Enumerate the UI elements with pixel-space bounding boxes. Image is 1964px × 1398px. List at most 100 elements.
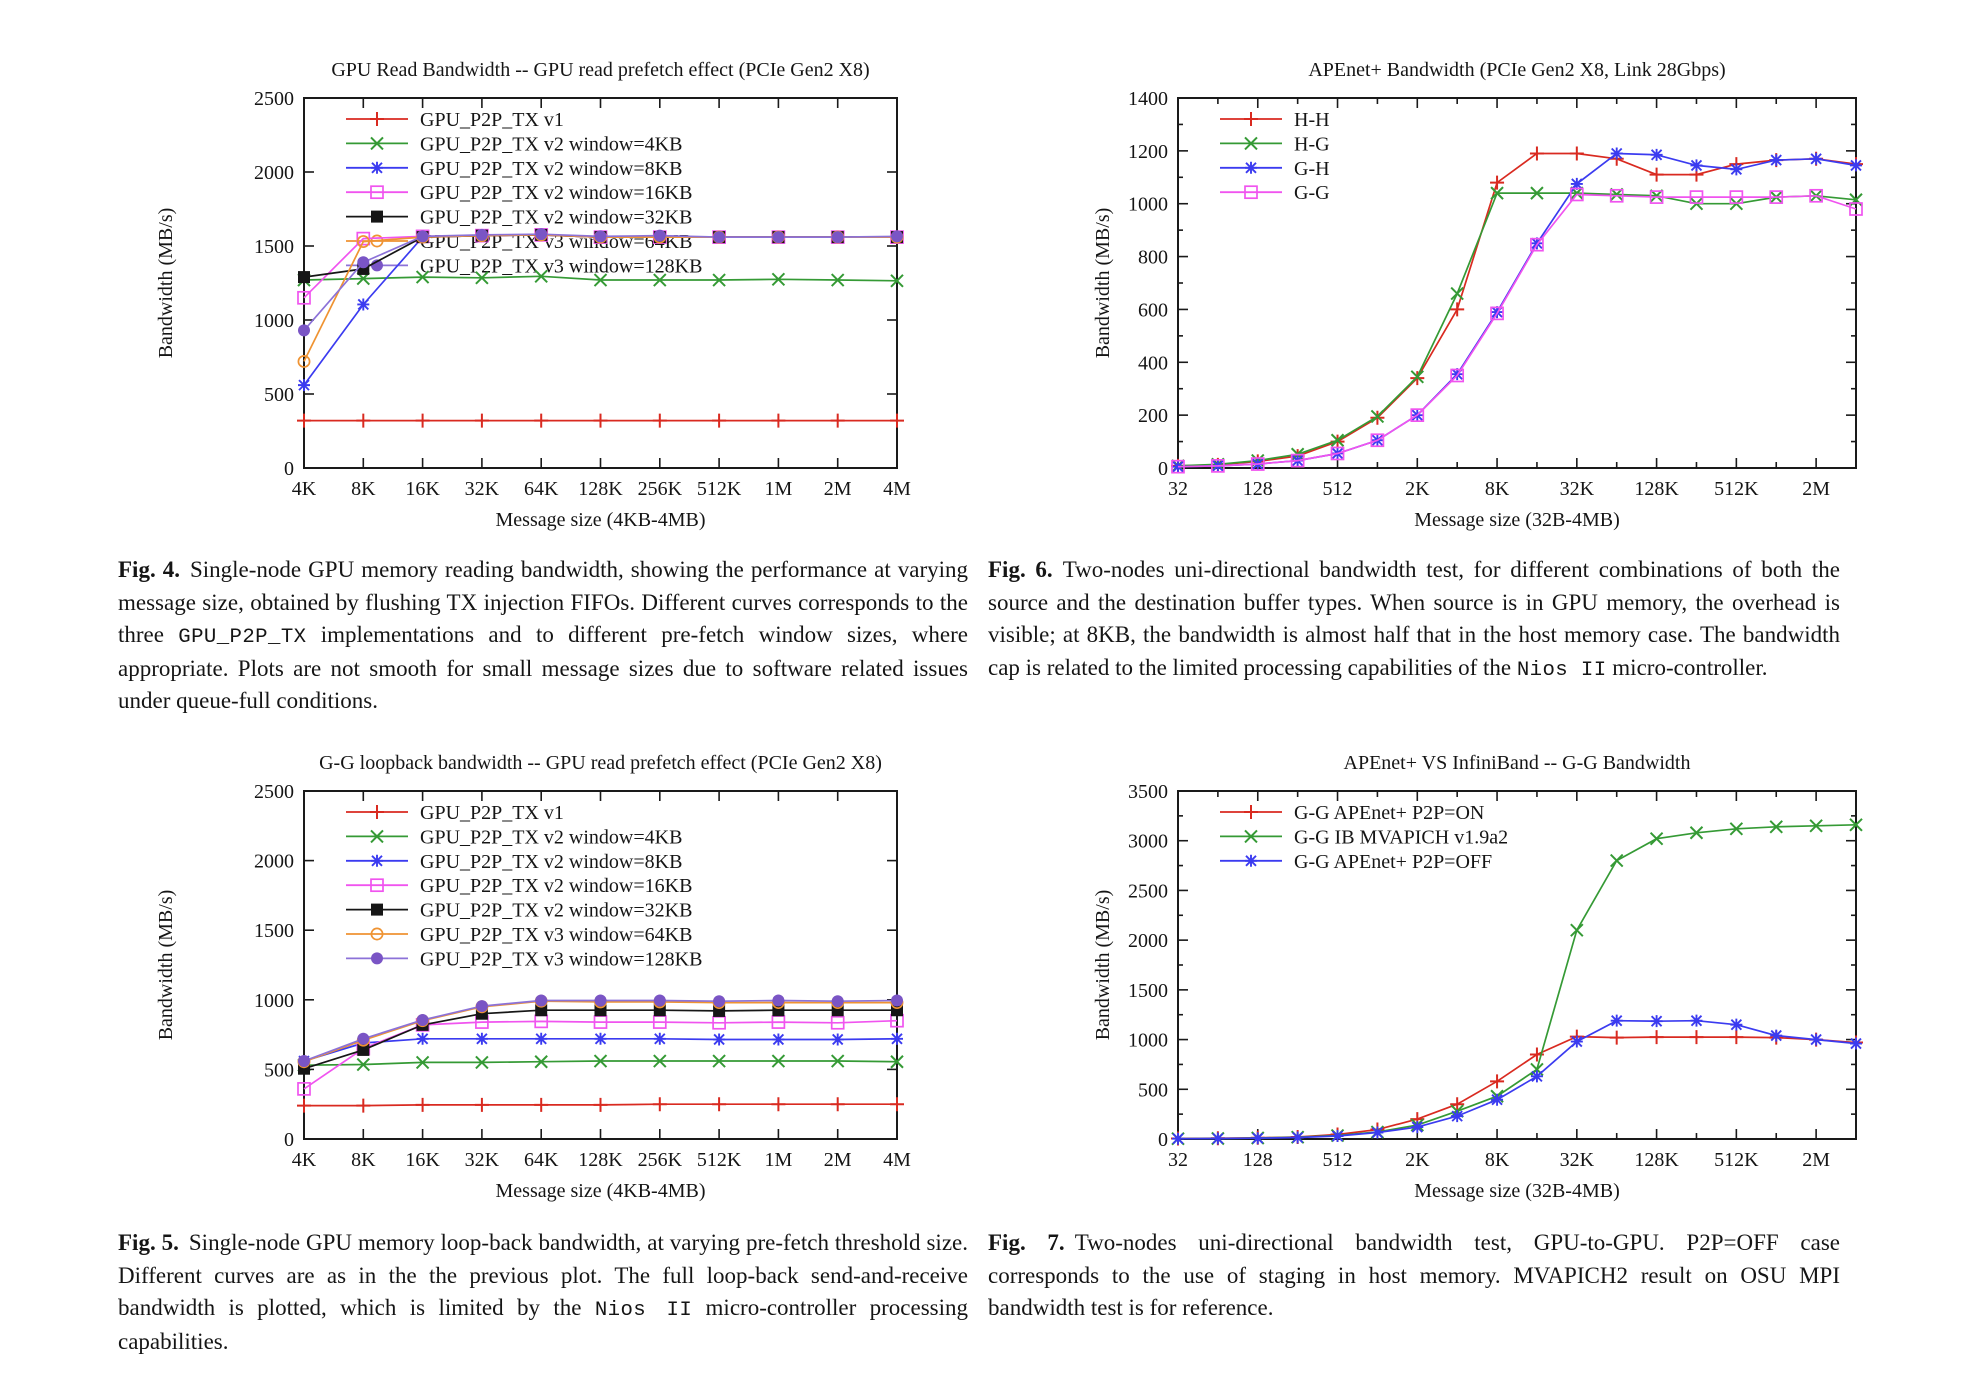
x-tick-label: 128K xyxy=(1634,478,1679,500)
axis-labels: 0 500 1000 1500 2000 2500 4K 8K 16K 32K 64K 128K 256… xyxy=(155,88,911,531)
chart-title: GPU Read Bandwidth -- GPU read prefetch … xyxy=(331,59,869,81)
x-tick-label: 512K xyxy=(697,478,742,500)
y-tick-label: 600 xyxy=(1138,299,1168,321)
x-tick-label: 128 xyxy=(1243,1149,1273,1171)
x-tick-label: 32 xyxy=(1168,478,1188,500)
y-tick-label: 400 xyxy=(1138,352,1168,374)
axis-labels: 0 200 400 600 800 1000 1200 1400 32 128 512 2K 8K 32K… xyxy=(1092,88,1830,531)
fig4-chart: GPU Read Bandwidth -- GPU read prefetch … xyxy=(155,59,911,531)
x-tick-label: 2M xyxy=(1802,478,1830,500)
caption-code: GPU_P2P_TX xyxy=(178,626,307,650)
x-axis-label: Message size (4KB-4MB) xyxy=(496,509,706,531)
x-tick-label: 512 xyxy=(1323,478,1353,500)
series-gpu-p2p-tx-v2-window-4kb xyxy=(297,1054,904,1072)
caption-code: Nios II xyxy=(594,1299,693,1323)
y-axis-label: Bandwidth (MB/s) xyxy=(155,890,177,1041)
y-axis-label: Bandwidth (MB/s) xyxy=(1092,208,1114,359)
plot-border xyxy=(1177,97,1857,469)
x-axis-label: Message size (32B-4MB) xyxy=(1414,1180,1620,1202)
axis-ticks xyxy=(1177,790,1857,1140)
x-tick-label: 512K xyxy=(1714,478,1759,500)
y-tick-label: 1500 xyxy=(254,920,294,942)
y-tick-label: 2000 xyxy=(254,162,294,184)
series-gpu-p2p-tx-v3-window-128kb xyxy=(298,228,903,337)
series-h-h xyxy=(1171,146,1863,473)
x-tick-label: 32K xyxy=(1560,1149,1595,1171)
x-tick-label: 512K xyxy=(1714,1149,1759,1171)
x-tick-label: 64K xyxy=(524,478,559,500)
series-gpu-p2p-tx-v2-window-8kb xyxy=(298,228,903,392)
y-tick-label: 1400 xyxy=(1128,88,1168,110)
legend-label: GPU_P2P_TX v2 window=16KB xyxy=(420,875,692,897)
caption-code: Nios II xyxy=(1516,658,1607,682)
y-tick-label: 2500 xyxy=(254,88,294,110)
x-tick-label: 8K xyxy=(1485,478,1510,500)
y-tick-label: 3000 xyxy=(1128,831,1168,853)
x-tick-label: 128K xyxy=(578,1149,623,1171)
y-tick-label: 500 xyxy=(264,1059,294,1081)
plot-border xyxy=(1177,790,1857,1140)
x-tick-label: 2K xyxy=(1405,1149,1430,1171)
y-axis-label: Bandwidth (MB/s) xyxy=(1092,890,1114,1041)
axis-labels: 0 500 1000 1500 2000 2500 4K 8K 16K 32K 64K 128K 256… xyxy=(155,781,911,1202)
y-tick-label: 3500 xyxy=(1128,781,1168,803)
y-tick-label: 1000 xyxy=(1128,194,1168,216)
legend-label: GPU_P2P_TX v2 window=16KB xyxy=(420,182,692,204)
fig7-caption: Fig. 7. Two-nodes uni-directional bandwid… xyxy=(988,1227,1840,1325)
x-tick-label: 2M xyxy=(1802,1149,1830,1171)
x-tick-label: 16K xyxy=(405,478,440,500)
caption-text: Two-nodes uni-directional bandwidth test… xyxy=(988,1230,1840,1321)
legend-label: G-G APEnet+ P2P=ON xyxy=(1294,802,1484,824)
legend: H-HH-G G-HG-G xyxy=(1220,109,1330,204)
legend-label: GPU_P2P_TX v3 window=128KB xyxy=(420,948,702,970)
y-tick-label: 2000 xyxy=(254,851,294,873)
y-axis-label: Bandwidth (MB/s) xyxy=(155,208,177,359)
x-tick-label: 32K xyxy=(465,478,500,500)
x-tick-label: 512 xyxy=(1323,1149,1353,1171)
caption-text: Two-nodes uni-directional bandwidth test… xyxy=(988,557,1840,680)
legend-label: GPU_P2P_TX v3 window=128KB xyxy=(420,255,702,277)
x-tick-label: 16K xyxy=(405,1149,440,1171)
x-tick-label: 1M xyxy=(765,1149,793,1171)
figure-6: APEnet+ Bandwidth (PCIe Gen2 X8, Link 28… xyxy=(988,28,1863,685)
legend-label: GPU_P2P_TX v3 window=64KB xyxy=(420,924,692,946)
series-gpu-p2p-tx-v2-window-16kb xyxy=(297,1013,904,1096)
y-tick-label: 500 xyxy=(264,384,294,406)
y-tick-label: 1500 xyxy=(1128,980,1168,1002)
y-tick-label: 1000 xyxy=(254,990,294,1012)
y-tick-label: 1000 xyxy=(1128,1030,1168,1052)
y-tick-label: 0 xyxy=(284,1129,294,1151)
fig7-chart: APEnet+ VS InfiniBand -- G-G Bandwidth 0 5… xyxy=(1092,752,1863,1202)
y-tick-label: 1000 xyxy=(254,310,294,332)
chart-title: APEnet+ VS InfiniBand -- G-G Bandwidth xyxy=(1344,752,1691,774)
x-tick-label: 4M xyxy=(883,1149,911,1171)
legend-label: G-G xyxy=(1294,182,1330,204)
y-tick-label: 200 xyxy=(1138,405,1168,427)
legend-label: GPU_P2P_TX v2 window=32KB xyxy=(420,207,692,229)
caption-text: micro-controller processing capabilities… xyxy=(118,1295,968,1354)
y-tick-label: 0 xyxy=(284,458,294,480)
caption-label: Fig. 4. xyxy=(118,557,180,582)
x-tick-label: 8K xyxy=(351,1149,376,1171)
fig5-caption: Fig. 5. Single-node GPU memory loop-back … xyxy=(118,1227,968,1358)
series-g-g-ib-mvapich-v1-9a2 xyxy=(1171,818,1863,1146)
caption-label: Fig. 6. xyxy=(988,557,1053,582)
legend-label: G-G IB MVAPICH v1.9a2 xyxy=(1294,826,1508,848)
x-tick-label: 4M xyxy=(883,478,911,500)
figure-4: GPU Read Bandwidth -- GPU read prefetch … xyxy=(118,28,970,718)
x-tick-label: 2K xyxy=(1405,478,1430,500)
legend: G-G APEnet+ P2P=ONG-G IB MVAPICH v1.9a2 G… xyxy=(1220,802,1508,873)
caption-label: Fig. 7. xyxy=(988,1230,1065,1255)
x-tick-label: 128K xyxy=(1634,1149,1679,1171)
series-gpu-p2p-tx-v3-window-128kb xyxy=(298,994,903,1068)
x-tick-label: 2M xyxy=(824,1149,852,1171)
legend-label: GPU_P2P_TX v2 window=8KB xyxy=(420,851,682,873)
caption-text: implementations and to different pre-fet… xyxy=(118,622,968,714)
chart-title: G-G loopback bandwidth -- GPU read prefe… xyxy=(319,752,882,774)
x-axis-label: Message size (4KB-4MB) xyxy=(496,1180,706,1202)
fig6-chart: APEnet+ Bandwidth (PCIe Gen2 X8, Link 28… xyxy=(1092,59,1863,531)
y-tick-label: 1500 xyxy=(254,236,294,258)
legend-label: G-H xyxy=(1294,158,1330,180)
